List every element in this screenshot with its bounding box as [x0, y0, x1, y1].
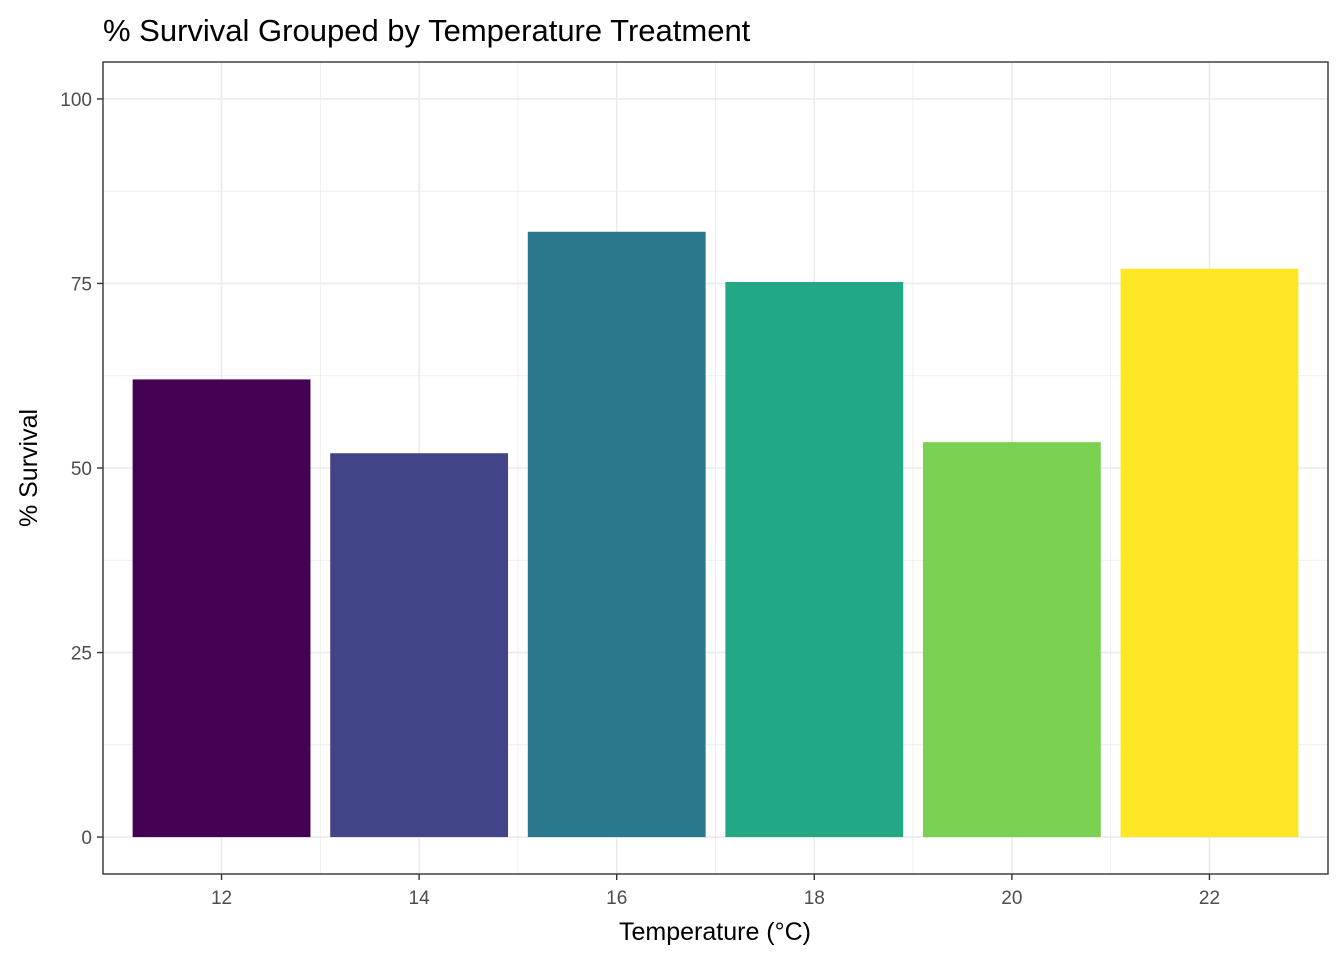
- x-tick-label: 14: [409, 888, 431, 909]
- x-tick-label: 22: [1199, 888, 1220, 909]
- x-tick-label: 20: [1001, 888, 1022, 909]
- bar-14: [330, 453, 509, 838]
- y-axis: 0 25 50 75 100: [60, 90, 103, 849]
- bar-20: [922, 442, 1101, 838]
- x-tick-label: 12: [211, 888, 232, 909]
- x-tick-label: 18: [804, 888, 825, 909]
- x-axis: 12 14 16 18 20 22: [211, 874, 1220, 909]
- bar-16: [527, 231, 706, 838]
- y-tick-label: 75: [71, 274, 92, 295]
- x-axis-title: Temperature (°C): [619, 918, 811, 946]
- bars: [132, 231, 1299, 838]
- bar-18: [725, 281, 904, 838]
- chart-title: % Survival Grouped by Temperature Treatm…: [103, 13, 751, 48]
- y-tick-label: 0: [81, 828, 92, 849]
- x-tick-label: 16: [606, 888, 627, 909]
- y-tick-label: 50: [71, 459, 92, 480]
- bar-12: [132, 379, 311, 838]
- bar-22: [1120, 268, 1299, 838]
- y-axis-title: % Survival: [15, 409, 43, 527]
- y-tick-label: 25: [71, 644, 92, 665]
- y-tick-label: 100: [60, 90, 92, 111]
